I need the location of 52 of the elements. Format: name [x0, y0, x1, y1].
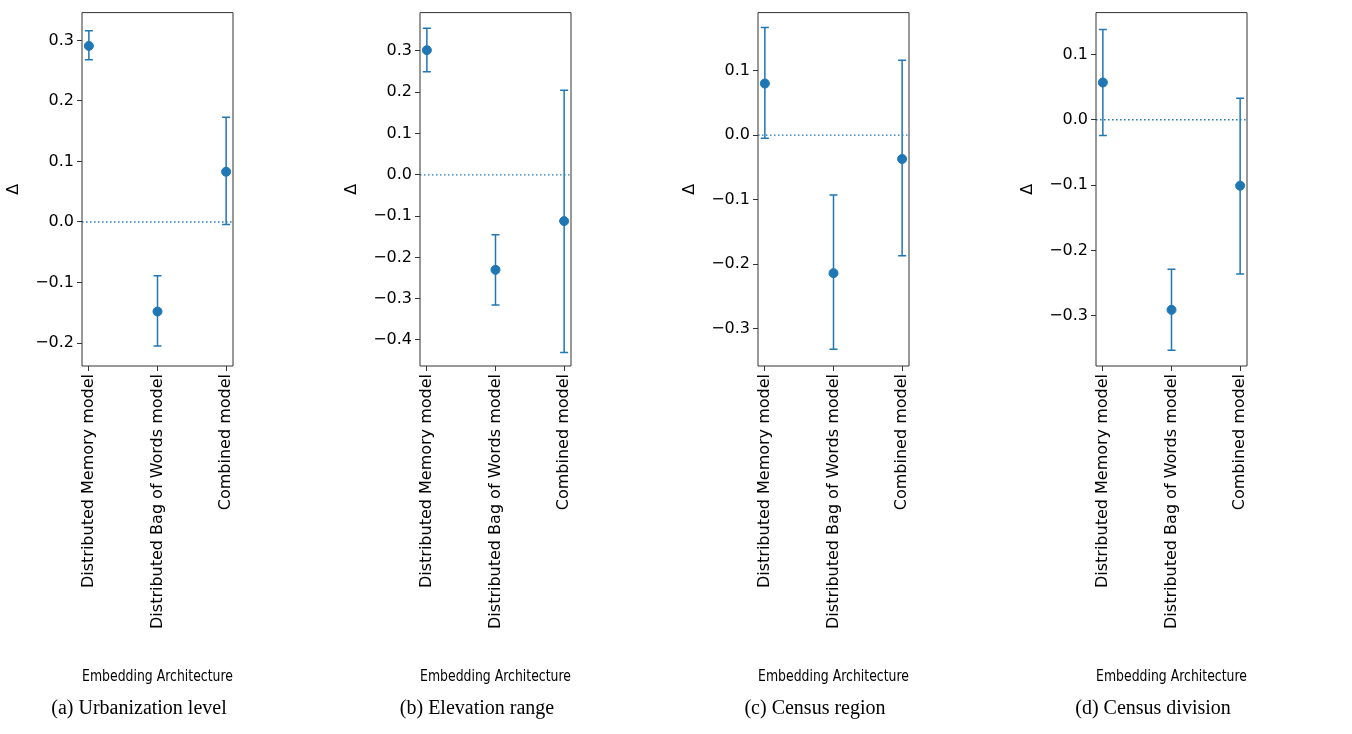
y-tick-label: 0.2 — [48, 90, 74, 110]
y-tick-label: −0.2 — [711, 253, 750, 273]
x-tick-label: Combined model — [1229, 374, 1249, 511]
text: (d) Census division — [1075, 696, 1232, 719]
x-tick-label: Distributed Bag of Words model — [822, 374, 842, 629]
y-axis-title: Δ — [1016, 183, 1036, 195]
x-tick-label: Distributed Memory model — [416, 374, 436, 589]
y-tick-label: 0.0 — [724, 124, 750, 144]
point — [828, 268, 839, 279]
x-tick-label: Distributed Bag of Words model — [484, 374, 504, 629]
y-tick-label: −0.3 — [373, 287, 412, 307]
y-tick-label: −0.2 — [1049, 239, 1088, 259]
x-tick-label: Combined model — [553, 374, 573, 511]
y-tick-label: 0.2 — [386, 81, 412, 101]
y-tick-label: 0.1 — [48, 150, 74, 170]
x-tick-label: Combined model — [215, 374, 235, 511]
x-tick-label: Distributed Memory model — [754, 374, 774, 589]
y-tick-label: 0.1 — [724, 59, 750, 79]
y-tick-label: 0.0 — [386, 164, 412, 184]
y-tick-label: 0.1 — [386, 122, 412, 142]
text: (a) Urbanization level — [51, 696, 228, 719]
x-tick-label: Distributed Bag of Words model — [146, 374, 166, 629]
y-tick-label: −0.3 — [1049, 304, 1088, 324]
y-tick-label: 0.0 — [48, 211, 74, 231]
point — [1166, 304, 1177, 315]
x-tick-label: Combined model — [891, 374, 911, 511]
y-tick-label: −0.1 — [711, 188, 750, 208]
y-axis-title: Δ — [2, 183, 22, 195]
text: (c) Census region — [744, 696, 887, 719]
y-axis-title: Δ — [340, 183, 360, 195]
x-axis-title: Embedding Architecture — [420, 666, 572, 684]
y-tick-label: −0.2 — [35, 332, 74, 352]
x-tick-label: Distributed Memory model — [1092, 374, 1112, 589]
x-tick-label: Distributed Memory model — [78, 374, 98, 589]
y-tick-label: −0.2 — [373, 246, 412, 266]
y-tick-label: −0.1 — [35, 271, 74, 291]
y-tick-label: 0.1 — [1062, 43, 1088, 63]
y-tick-label: 0.0 — [1062, 108, 1088, 128]
x-axis-title: Embedding Architecture — [1096, 666, 1248, 684]
point — [152, 306, 163, 317]
y-tick-label: −0.1 — [1049, 174, 1088, 194]
text: (b) Elevation range — [399, 696, 556, 719]
x-axis-title: Embedding Architecture — [758, 666, 910, 684]
y-tick-label: 0.3 — [48, 29, 74, 49]
y-tick-label: −0.4 — [373, 329, 412, 349]
x-axis-title: Embedding Architecture — [82, 666, 234, 684]
point — [490, 264, 501, 275]
y-tick-label: −0.3 — [711, 317, 750, 337]
y-tick-label: 0.3 — [386, 40, 412, 60]
y-tick-label: −0.1 — [373, 205, 412, 225]
y-axis-title: Δ — [678, 183, 698, 195]
x-tick-label: Distributed Bag of Words model — [1160, 374, 1180, 629]
